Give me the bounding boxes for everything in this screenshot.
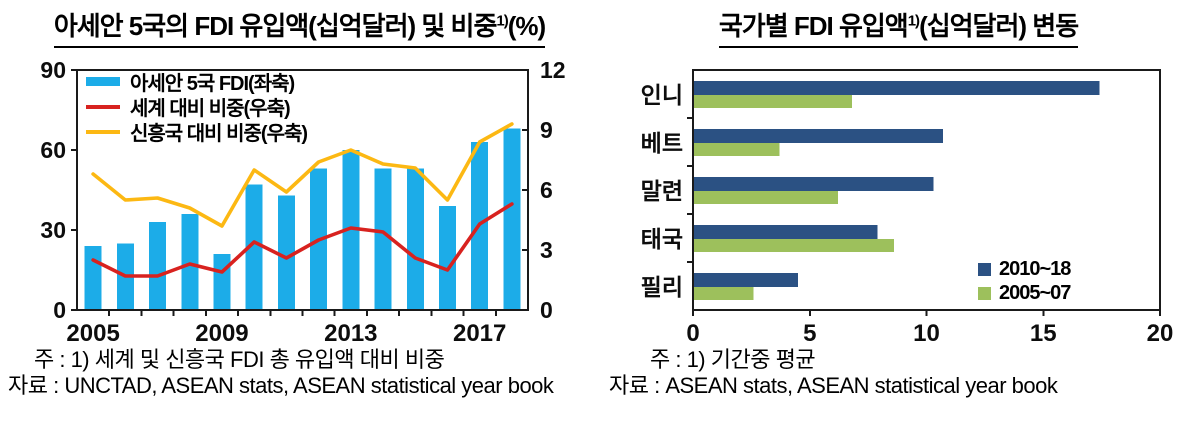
right-axis-tick-label: 6 (540, 177, 553, 203)
legend-swatch-red-line-icon (86, 104, 120, 109)
fdi-bar-2008 (181, 214, 199, 310)
bar-2005-07-2 (693, 191, 838, 204)
right-axis-tick-label: 0 (540, 297, 553, 323)
left-source-line: 자료 : UNCTAD, ASEAN stats, ASEAN statisti… (8, 373, 554, 398)
x-axis-tick-label: 10 (913, 320, 940, 345)
legend-label-emerging-share: 신흥국 대비 비중(우축) (130, 123, 308, 145)
x-axis-tick-label: 20 (1147, 320, 1174, 345)
right-note-line: 주 : 1) 기간중 평균 (650, 347, 816, 372)
right-chart-notes: 주 : 1) 기간중 평균 자료 : ASEAN stats, ASEAN st… (599, 347, 1198, 399)
legend-item-2010-18: 2010~18 (978, 257, 1071, 281)
right-axis-tick-label: 9 (540, 117, 553, 143)
left-chart-title: 아세안 5국의 FDI 유입액(십억달러) 및 비중1)(%) (0, 6, 599, 48)
world-share-line (91, 202, 514, 278)
right-chart-legend: 2010~18 2005~07 (978, 257, 1071, 305)
bar-2005-07-0 (693, 95, 852, 108)
category-label: 인니 (641, 82, 683, 108)
legend-label-2005-07: 2005~07 (999, 281, 1071, 304)
x-axis-tick-label: 0 (686, 320, 699, 345)
x-axis-year-label: 2017 (453, 320, 506, 345)
x-axis-tick-label: 5 (803, 320, 816, 345)
legend-label-world-share: 세계 대비 비중(우축) (130, 98, 291, 120)
legend-swatch-green-square-icon (978, 286, 991, 300)
right-chart-title: 국가별 FDI 유입액1)(십억달러) 변동 (599, 6, 1198, 48)
right-title-text: 국가별 FDI 유입액 (718, 11, 909, 41)
left-chart-legend: 아세안 5국 FDI(좌축) 세계 대비 비중(우축) 신흥국 대비 비중(우축… (86, 69, 308, 145)
category-label: 베트 (641, 130, 683, 156)
x-axis-year-label: 2013 (324, 320, 377, 345)
left-axis-tick-label: 30 (40, 217, 66, 243)
right-source-line: 자료 : ASEAN stats, ASEAN statistical year… (609, 373, 1058, 398)
left-axis-tick-label: 90 (40, 57, 66, 83)
legend-item-emerging-share: 신흥국 대비 비중(우축) (86, 119, 308, 145)
right-axis-tick-label: 12 (540, 57, 566, 83)
bar-2010-18-0 (693, 81, 1100, 95)
fdi-bar-2014 (374, 168, 392, 310)
legend-label-asean-fdi: 아세안 5국 FDI(좌축) (130, 73, 295, 95)
right-title-footnote-marker: 1) (907, 12, 920, 30)
left-chart-notes: 주 : 1) 세계 및 신흥국 FDI 총 유입액 대비 비중 자료 : UNC… (0, 347, 599, 399)
fdi-bar-2016 (438, 206, 456, 310)
fdi-bar-2018 (503, 128, 521, 310)
left-title-text: 아세안 5국의 FDI 유입액(십억달러) 및 비중 (53, 11, 498, 41)
fdi-bar-2005 (84, 246, 102, 310)
x-axis-year-label: 2009 (195, 320, 248, 345)
bar-2005-07-1 (693, 143, 780, 156)
bar-2010-18-2 (693, 177, 934, 191)
legend-item-2005-07: 2005~07 (978, 281, 1071, 305)
fdi-bar-2013 (342, 150, 360, 310)
left-title-suffix: (%) (507, 11, 546, 41)
legend-item-asean-fdi: 아세안 5국 FDI(좌축) (86, 69, 307, 95)
legend-swatch-blue-square-icon (978, 262, 991, 276)
left-title-footnote-marker: 1) (496, 12, 508, 30)
bar-2005-07-3 (693, 239, 894, 252)
category-label: 말련 (641, 178, 683, 204)
bar-2010-18-3 (693, 225, 878, 239)
emerging-share-line (91, 122, 514, 228)
fdi-bar-2015 (406, 168, 424, 310)
fdi-bar-2007 (149, 222, 167, 310)
right-axis-tick-label: 3 (540, 237, 553, 263)
category-label: 태국 (641, 226, 683, 252)
right-title-suffix: (십억달러) 변동 (919, 11, 1079, 41)
legend-label-2010-18: 2010~18 (999, 257, 1071, 280)
fdi-bar-2010 (245, 184, 263, 310)
left-axis-tick-label: 0 (53, 297, 66, 323)
x-axis-year-label: 2005 (66, 320, 119, 345)
x-axis-tick-label: 15 (1030, 320, 1057, 345)
left-axis-tick-label: 60 (40, 137, 66, 163)
bar-2010-18-1 (693, 129, 943, 143)
left-note-line: 주 : 1) 세계 및 신흥국 FDI 총 유입액 대비 비중 (34, 347, 445, 372)
legend-item-world-share: 세계 대비 비중(우축) (86, 94, 307, 120)
asean-fdi-combo-chart: 0 30 60 90 0 3 6 9 12 2005 2009 2013 2017 (40, 57, 566, 345)
bar-2005-07-4 (693, 287, 754, 300)
legend-swatch-bar-icon (86, 77, 120, 86)
category-label: 필리 (641, 274, 683, 300)
asean-fdi-chart-area: 0 30 60 90 0 3 6 9 12 2005 2009 2013 2017 아세안 5국 FDI… (0, 55, 599, 345)
fdi-bar-2011 (277, 195, 295, 310)
asean-fdi-panel: 아세안 5국의 FDI 유입액(십억달러) 및 비중1)(%) 0 30 60 90 0… (0, 6, 599, 399)
bar-2010-18-4 (693, 273, 799, 287)
fdi-bar-2009 (213, 254, 231, 310)
legend-swatch-yellow-line-icon (86, 129, 120, 134)
